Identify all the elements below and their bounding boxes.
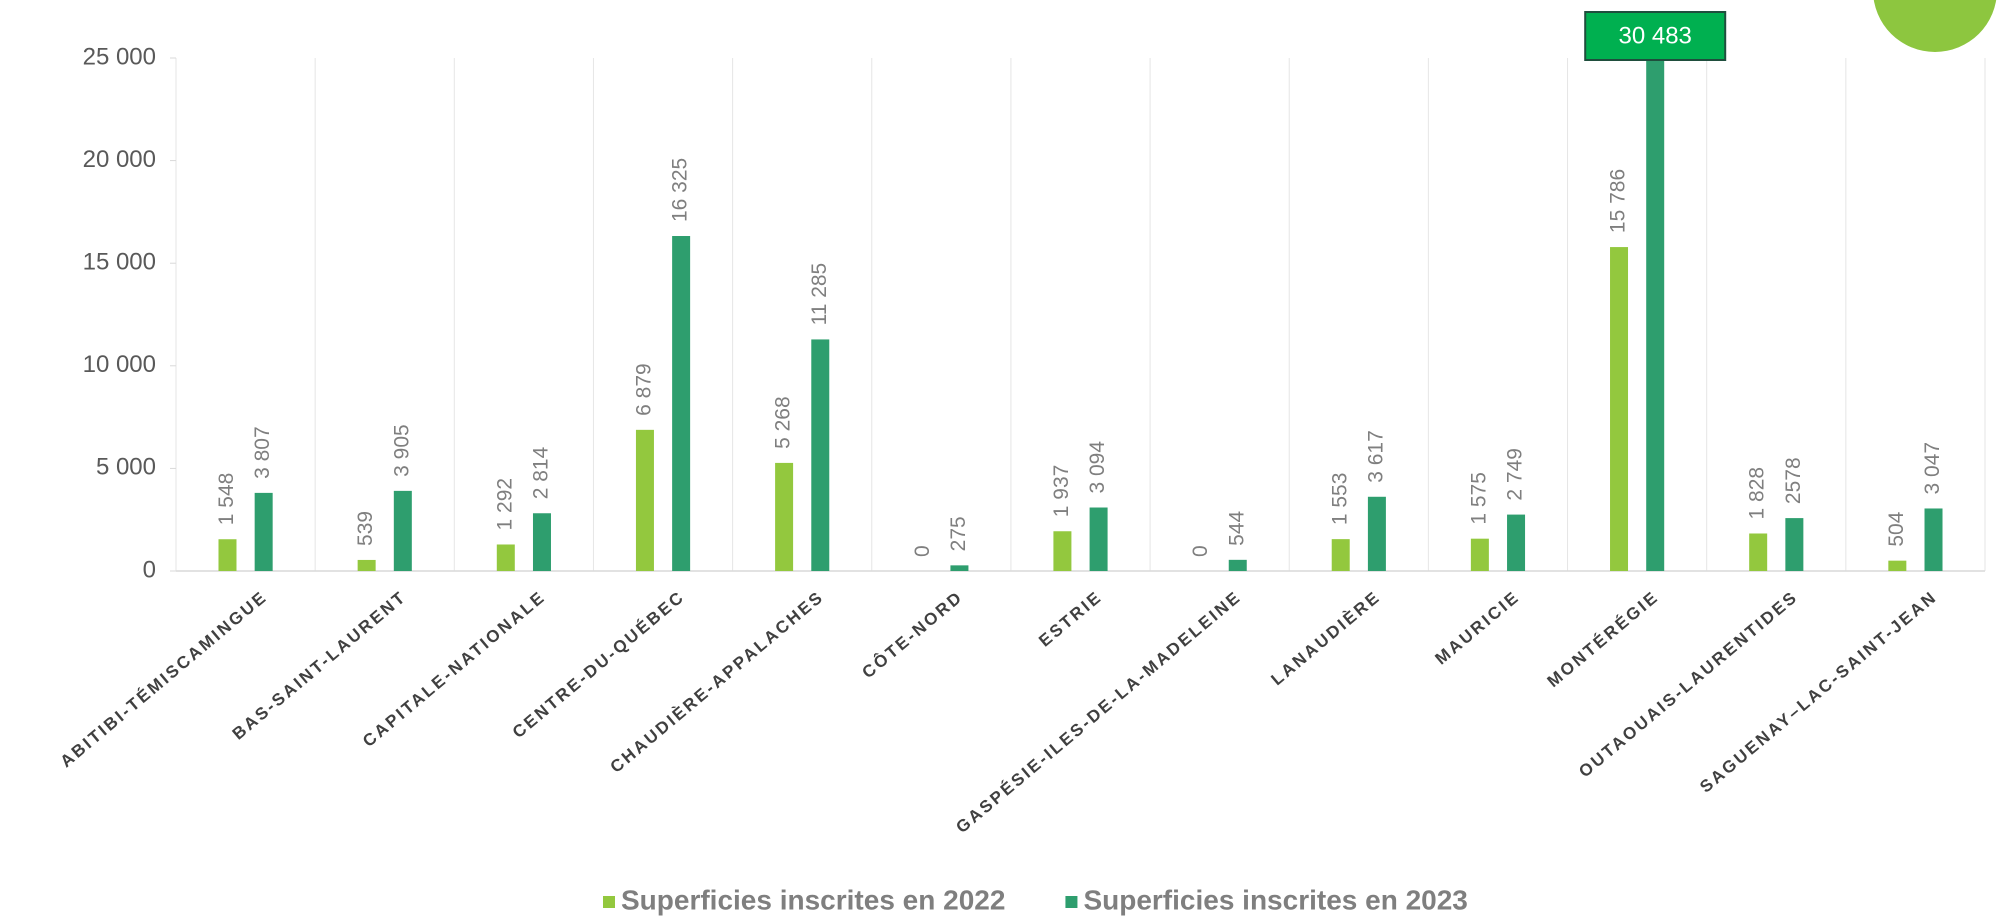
bar xyxy=(496,544,515,571)
bar xyxy=(1646,12,1665,572)
value-label: 3 047 xyxy=(1921,442,1944,495)
value-label: 1 828 xyxy=(1746,467,1769,520)
value-label: 544 xyxy=(1225,510,1248,545)
bar xyxy=(811,339,830,571)
value-label: 0 xyxy=(911,545,934,557)
legend-swatch xyxy=(1065,896,1078,908)
bar xyxy=(1470,538,1489,571)
value-label: 5 268 xyxy=(772,396,795,449)
x-tick-label: MAURICIE xyxy=(1431,587,1523,668)
value-label: 3 617 xyxy=(1364,430,1387,483)
x-tick-label: CÔTE-NORD xyxy=(858,587,966,682)
value-label: 275 xyxy=(947,516,970,551)
y-tick-label: 15 000 xyxy=(83,249,156,276)
x-tick-label: GASPÉSIE-ILES-DE-LA-MADELEINE xyxy=(952,587,1245,837)
value-label: 3 807 xyxy=(251,426,274,479)
value-label: 0 xyxy=(1189,545,1212,557)
y-tick-label: 25 000 xyxy=(83,43,156,70)
bar xyxy=(635,429,654,571)
value-label: 1 575 xyxy=(1467,472,1490,525)
bar xyxy=(950,565,969,571)
bar xyxy=(1924,508,1943,571)
y-tick-label: 10 000 xyxy=(83,351,156,378)
value-label-box xyxy=(1584,11,1727,61)
value-label: 16 325 xyxy=(669,158,692,222)
x-tick-label: ESTRIE xyxy=(1035,587,1106,651)
value-label: 15 786 xyxy=(1607,169,1630,233)
y-tick-label: 20 000 xyxy=(83,146,156,173)
x-tick-label: LANAUDIÈRE xyxy=(1268,587,1385,689)
bar xyxy=(775,462,794,571)
value-label: 2578 xyxy=(1782,457,1805,504)
value-label: 1 292 xyxy=(493,478,516,531)
value-label: 1 553 xyxy=(1328,473,1351,526)
value-label: 2 749 xyxy=(1504,448,1527,501)
bar xyxy=(1331,539,1350,571)
bar xyxy=(1053,531,1072,571)
bar xyxy=(218,539,237,571)
legend-swatch xyxy=(603,896,615,908)
value-label: 539 xyxy=(354,511,377,546)
bar xyxy=(1888,560,1907,571)
legend-label: Superficies inscrites en 2023 xyxy=(1083,884,1467,915)
x-tick-label: ABITIBI-TÉMISCAMINGUE xyxy=(57,587,271,771)
bar xyxy=(532,513,551,571)
logo xyxy=(1873,0,1997,52)
bar xyxy=(672,236,691,572)
bar xyxy=(1228,559,1247,571)
bar xyxy=(1507,514,1526,571)
y-tick-label: 0 xyxy=(143,556,156,583)
value-label: 1 548 xyxy=(215,473,238,526)
value-label: 6 879 xyxy=(632,363,655,416)
bar xyxy=(1610,247,1629,571)
bar xyxy=(254,492,273,571)
value-label: 30 483 xyxy=(1619,22,1692,49)
bar xyxy=(357,559,376,571)
value-label: 1 937 xyxy=(1050,465,1073,518)
value-label: 504 xyxy=(1885,511,1908,546)
bar xyxy=(1785,518,1804,571)
bar xyxy=(1089,507,1108,571)
bar xyxy=(393,490,412,571)
bars xyxy=(218,12,1943,572)
value-label: 3 905 xyxy=(390,424,413,477)
x-tick-label: OUTAOUAIS-LAURENTIDES xyxy=(1575,587,1802,781)
bar xyxy=(1749,533,1768,571)
legend-label: Superficies inscrites en 2022 xyxy=(621,884,1005,915)
x-tick-label: MONTÉRÉGIE xyxy=(1544,587,1663,691)
bar xyxy=(1367,496,1386,571)
y-tick-label: 5 000 xyxy=(96,454,156,481)
value-label: 3 094 xyxy=(1086,441,1109,494)
value-label: 2 814 xyxy=(530,446,553,499)
x-tick-label: SAGUENAY–LAC-SAINT-JEAN xyxy=(1696,587,1941,797)
value-label: 11 285 xyxy=(808,263,831,326)
x-tick-label: CHAUDIÈRE-APPALACHES xyxy=(607,587,828,777)
